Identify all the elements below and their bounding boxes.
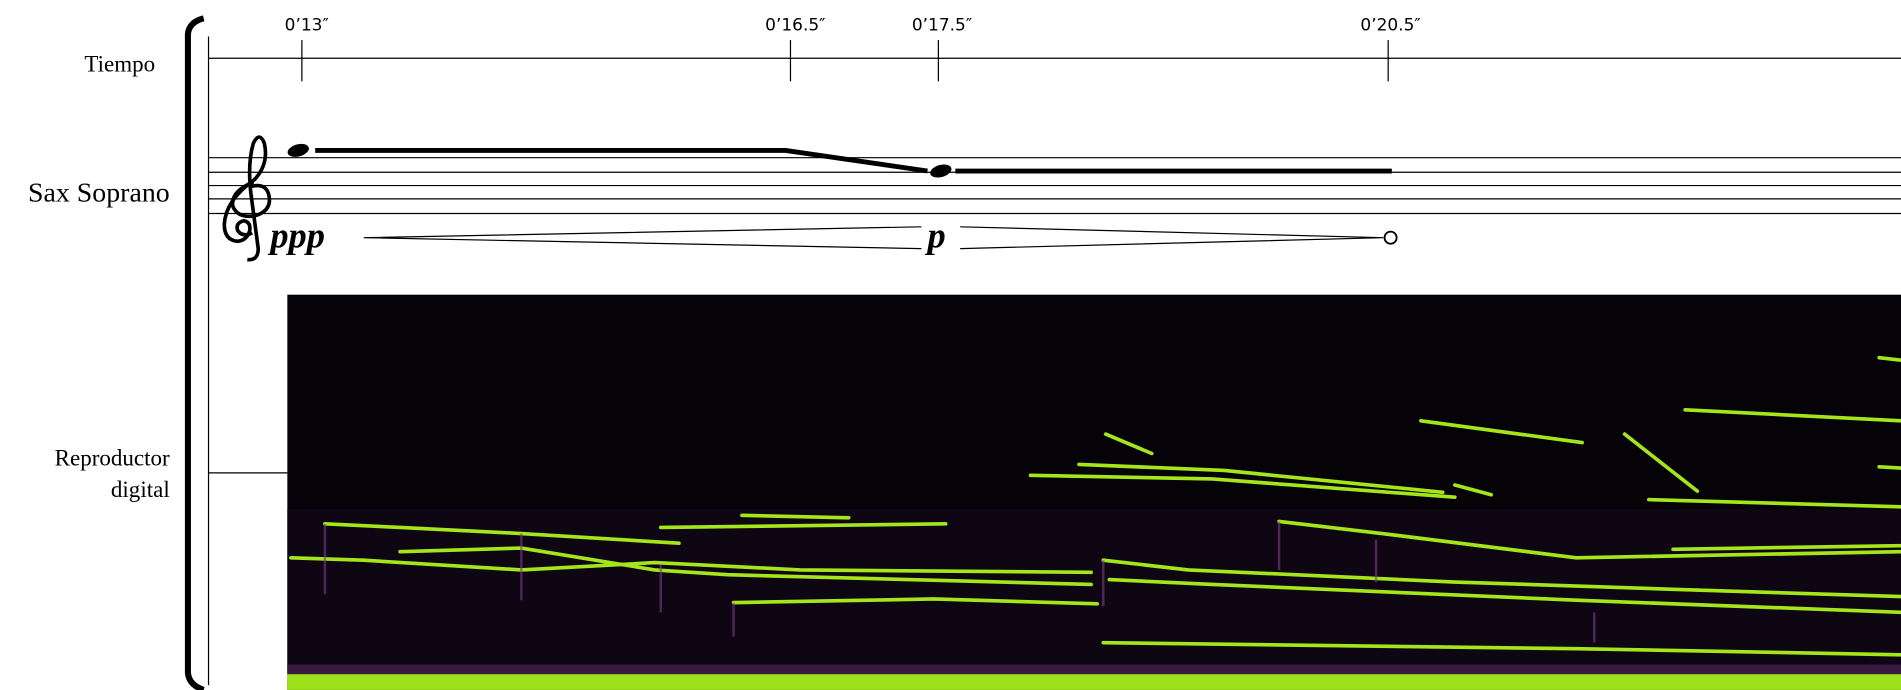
row-label: Tiempo [84, 51, 155, 77]
niente-circle [1385, 232, 1397, 244]
time-label: 0’20.5″ [1360, 15, 1420, 35]
row-label: digital [111, 476, 170, 502]
score: Tiempo 0’13″ 0’16.5″ 0’17.5″ 0’20.5″ Sax… [0, 0, 1901, 690]
time-label: 0’16.5″ [765, 15, 825, 35]
spectrogram [287, 295, 1901, 690]
dynamic: ppp [267, 215, 325, 255]
time-ticks [302, 40, 1388, 81]
row-label: Reproductor [55, 445, 170, 471]
system-bracket [188, 18, 204, 690]
time-label: 0’13″ [285, 15, 329, 35]
notehead [286, 142, 310, 159]
time-label: 0’17.5″ [912, 15, 972, 35]
crescendo [364, 227, 922, 249]
row-label: Sax Soprano [28, 177, 170, 208]
decrescendo [960, 227, 1383, 249]
notehead [929, 162, 953, 179]
note-line [315, 150, 927, 171]
staff [209, 158, 1901, 214]
dynamic: p [924, 215, 945, 255]
